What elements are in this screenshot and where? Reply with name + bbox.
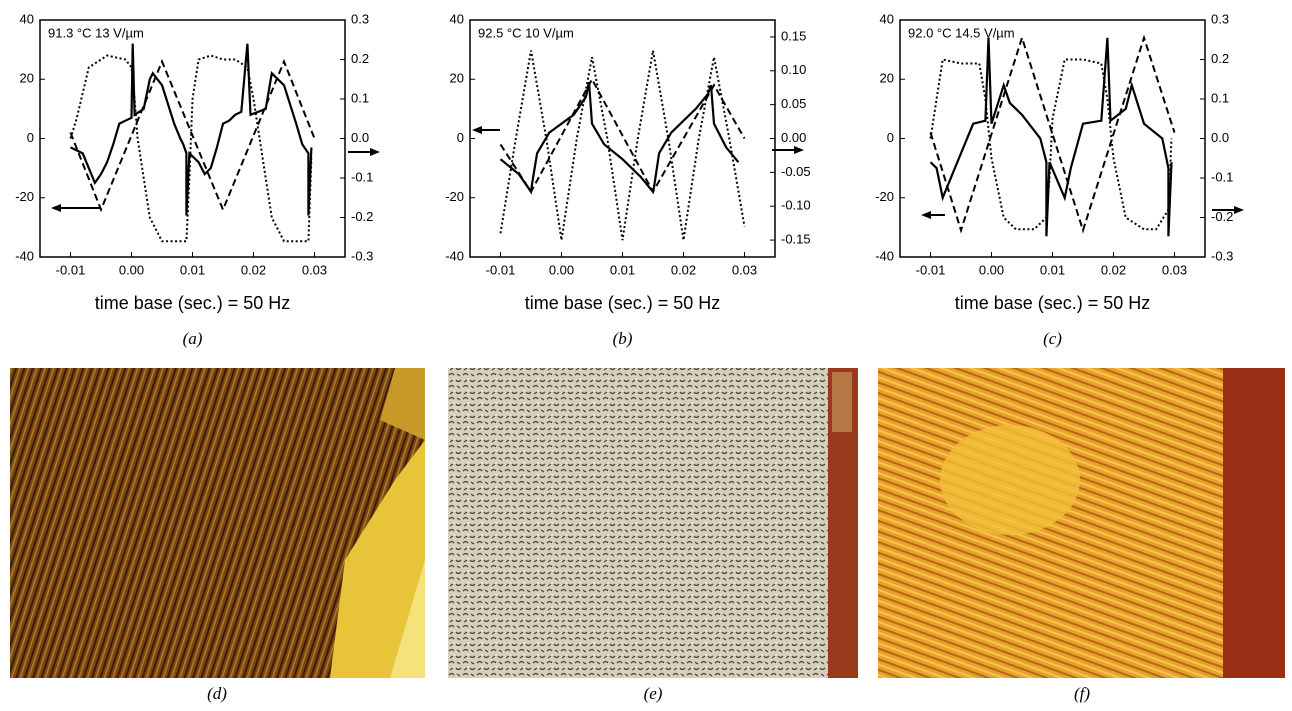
series-line (499, 77, 746, 194)
panel-label: (d) (207, 684, 227, 703)
y2-tick-label: 0.3 (351, 11, 369, 26)
y2-tick-label: 0.1 (1211, 90, 1229, 105)
x-tick-label: -0.01 (56, 262, 86, 277)
x-tick-label: 0.01 (1040, 262, 1065, 277)
arrow-head (1234, 206, 1244, 214)
micrograph-f (878, 368, 1285, 678)
annotation: 92.0 °C 14.5 V/µm (908, 25, 1015, 40)
x-tick-label: 0.00 (549, 262, 574, 277)
panel-label: (c) (1043, 329, 1062, 348)
x-tick-label: 0.02 (241, 262, 266, 277)
micrograph-d (10, 368, 425, 678)
y2-tick-label: -0.10 (781, 198, 811, 213)
arrow-head (794, 146, 804, 154)
x-axis-label: time base (sec.) = 50 Hz (955, 293, 1151, 313)
y2-tick-label: 0.00 (781, 130, 806, 145)
arrow-head (472, 126, 482, 134)
panel-label: (f) (1074, 684, 1090, 703)
y-tick-label: 40 (20, 11, 34, 26)
annotation: 91.3 °C 13 V/µm (48, 25, 144, 40)
y2-tick-label: 0.3 (1211, 11, 1229, 26)
y2-tick-label: 0.1 (351, 90, 369, 105)
x-tick-label: 0.01 (180, 262, 205, 277)
y2-tick-label: 0.15 (781, 28, 806, 43)
y-tick-label: 20 (880, 71, 894, 86)
y-tick-label: 20 (450, 71, 464, 86)
y-tick-label: 0 (457, 130, 464, 145)
y2-tick-label: -0.3 (351, 248, 373, 263)
y-tick-label: -20 (445, 189, 464, 204)
x-tick-label: -0.01 (486, 262, 516, 277)
panel-label: (e) (644, 684, 663, 703)
x-axis-label: time base (sec.) = 50 Hz (95, 293, 291, 313)
arrow-head (921, 211, 931, 219)
x-tick-label: 0.01 (610, 262, 635, 277)
series-line (499, 81, 740, 195)
y2-tick-label: -0.2 (351, 209, 373, 224)
y-tick-label: 0 (887, 130, 894, 145)
y-tick-label: -20 (15, 189, 34, 204)
y2-tick-label: 0.0 (351, 130, 369, 145)
series-line (929, 58, 1173, 231)
y-tick-label: -20 (875, 189, 894, 204)
arrow-head (370, 148, 380, 156)
series-line (69, 58, 316, 213)
y2-tick-label: -0.2 (1211, 209, 1233, 224)
annotation: 92.5 °C 10 V/µm (478, 25, 574, 40)
panel-label: (b) (613, 329, 633, 348)
x-tick-label: 0.03 (302, 262, 327, 277)
series-line (929, 34, 1176, 234)
panel-label: (a) (183, 329, 203, 348)
y2-tick-label: -0.15 (781, 232, 811, 247)
plot-frame (39, 19, 346, 258)
x-tick-label: 0.02 (671, 262, 696, 277)
x-tick-label: 0.03 (1162, 262, 1187, 277)
y2-tick-label: 0.10 (781, 62, 806, 77)
y-tick-label: 20 (20, 71, 34, 86)
micrograph-e (448, 368, 858, 678)
y-tick-label: -40 (875, 248, 894, 263)
x-tick-label: 0.02 (1101, 262, 1126, 277)
x-tick-label: 0.03 (732, 262, 757, 277)
y-tick-label: -40 (445, 248, 464, 263)
x-tick-label: 0.00 (979, 262, 1004, 277)
y2-tick-label: 0.2 (351, 51, 369, 66)
y2-tick-label: 0.0 (1211, 130, 1229, 145)
series-line (499, 50, 746, 241)
y-tick-label: 0 (27, 130, 34, 145)
series-line (929, 37, 1173, 237)
y2-tick-label: -0.3 (1211, 248, 1233, 263)
y-tick-label: 40 (450, 11, 464, 26)
y2-tick-label: -0.1 (1211, 169, 1233, 184)
y2-tick-label: 0.2 (1211, 51, 1229, 66)
y2-tick-label: -0.1 (351, 169, 373, 184)
y-tick-label: -40 (15, 248, 34, 263)
x-tick-label: -0.01 (916, 262, 946, 277)
y2-tick-label: -0.05 (781, 164, 811, 179)
x-axis-label: time base (sec.) = 50 Hz (525, 293, 721, 313)
y2-tick-label: 0.05 (781, 96, 806, 111)
series-line (70, 43, 313, 216)
y-tick-label: 40 (880, 11, 894, 26)
plot-frame (899, 19, 1206, 258)
x-tick-label: 0.00 (119, 262, 144, 277)
arrow-head (51, 204, 61, 212)
